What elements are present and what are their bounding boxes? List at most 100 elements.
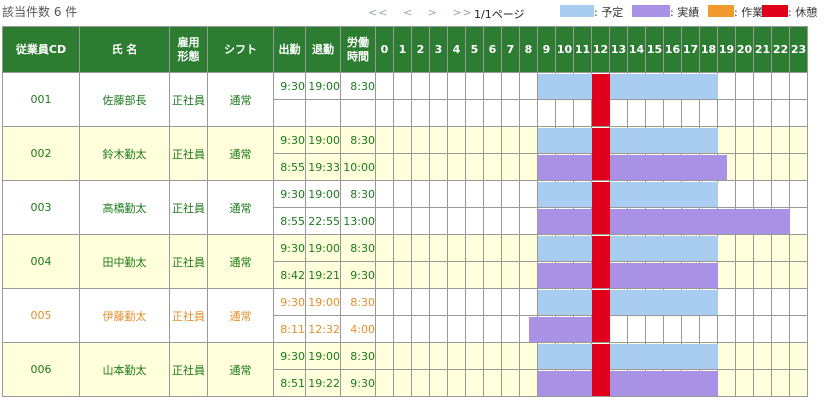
hour-cell <box>735 288 754 316</box>
plan-end-time: 19:00 <box>305 342 341 370</box>
hour-cell <box>375 153 394 181</box>
col-hour-18: 18 <box>699 26 718 73</box>
actual-end-time: 19:33 <box>305 153 341 181</box>
hour-cell <box>447 207 466 235</box>
hour-cell <box>699 315 718 343</box>
hour-cell <box>411 207 430 235</box>
hour-cell <box>447 315 466 343</box>
plan-end-time: 19:00 <box>305 180 341 208</box>
hour-cell <box>735 153 754 181</box>
actual-work-hours: 4:00 <box>340 315 376 343</box>
hour-cell <box>717 342 736 370</box>
hour-cell <box>447 180 466 208</box>
col-hour-6: 6 <box>483 26 502 73</box>
prev-page-link[interactable]: < <box>402 6 414 19</box>
next-page-link[interactable]: > <box>427 6 438 19</box>
hour-cell <box>393 234 412 262</box>
hour-cell <box>393 207 412 235</box>
actual-work-hours: 9:30 <box>340 261 376 289</box>
hour-cell <box>771 315 790 343</box>
hour-cell <box>609 99 628 127</box>
plan-bar <box>537 289 718 315</box>
hour-cell <box>483 369 502 397</box>
actual-work-hours: 13:00 <box>340 207 376 235</box>
hour-cell <box>753 369 772 397</box>
hour-cell <box>429 153 448 181</box>
hour-cell <box>447 342 466 370</box>
hour-cell <box>771 261 790 289</box>
hour-cell <box>771 288 790 316</box>
hour-cell <box>483 180 502 208</box>
hour-cell <box>645 99 664 127</box>
hour-cell <box>789 207 808 235</box>
hour-cell <box>519 288 538 316</box>
hour-cell <box>501 369 520 397</box>
plan-work-hours: 8:30 <box>340 72 376 100</box>
plan-bar <box>537 181 718 207</box>
hour-cell <box>501 72 520 100</box>
break-bar <box>591 289 610 342</box>
hour-cell <box>681 99 700 127</box>
top-bar: 該当件数 6 件 << < > >> 1/1ページ : 予定 : 実績 : 作業… <box>0 0 829 28</box>
col-hour-2: 2 <box>411 26 430 73</box>
hour-cell <box>483 261 502 289</box>
hour-cell <box>735 342 754 370</box>
hour-cell <box>465 180 484 208</box>
actual-start-time: 8:55 <box>273 207 306 235</box>
plan-bar <box>537 235 718 261</box>
actual-work-hours <box>340 99 376 127</box>
hour-cell <box>465 261 484 289</box>
employment-type: 正社員 <box>169 342 208 397</box>
hour-cell <box>447 369 466 397</box>
hour-cell <box>501 180 520 208</box>
plan-work-hours: 8:30 <box>340 126 376 154</box>
shift: 通常 <box>207 234 274 289</box>
plan-work-hours: 8:30 <box>340 234 376 262</box>
hour-cell <box>375 315 394 343</box>
hour-cell <box>699 99 718 127</box>
col-hour-23: 23 <box>789 26 808 73</box>
hour-cell <box>771 99 790 127</box>
col-hour-21: 21 <box>753 26 772 73</box>
actual-bar <box>537 154 727 180</box>
hour-cell <box>375 99 394 127</box>
plan-work-hours: 8:30 <box>340 342 376 370</box>
hour-cell <box>771 72 790 100</box>
first-page-link[interactable]: << <box>368 6 389 19</box>
plan-bar <box>537 127 718 153</box>
col-employment-type: 雇用 形態 <box>169 26 208 73</box>
hour-cell <box>393 180 412 208</box>
hour-cell <box>717 99 736 127</box>
plan-end-time: 19:00 <box>305 126 341 154</box>
break-bar <box>591 181 610 234</box>
last-page-link[interactable]: >> <box>452 6 473 19</box>
hour-cell <box>483 234 502 262</box>
shift: 通常 <box>207 126 274 181</box>
hour-cell <box>375 261 394 289</box>
actual-work-hours: 10:00 <box>340 153 376 181</box>
legend-actual-swatch <box>632 5 670 17</box>
plan-work-hours: 8:30 <box>340 180 376 208</box>
employee-cd: 004 <box>2 234 80 289</box>
plan-start-time: 9:30 <box>273 180 306 208</box>
hour-cell <box>789 369 808 397</box>
hour-cell <box>735 180 754 208</box>
col-hour-22: 22 <box>771 26 790 73</box>
hour-cell <box>375 234 394 262</box>
hour-cell <box>375 126 394 154</box>
actual-end-time: 19:22 <box>305 369 341 397</box>
hour-cell <box>789 153 808 181</box>
col-hour-4: 4 <box>447 26 466 73</box>
col-hour-1: 1 <box>393 26 412 73</box>
break-bar <box>591 343 610 396</box>
hour-cell <box>483 207 502 235</box>
col-hour-11: 11 <box>573 26 592 73</box>
shift: 通常 <box>207 342 274 397</box>
hour-cell <box>771 234 790 262</box>
hour-cell <box>717 288 736 316</box>
col-start: 出勤 <box>273 26 306 73</box>
hour-cell <box>717 180 736 208</box>
hour-cell <box>753 180 772 208</box>
hour-cell <box>411 342 430 370</box>
actual-bar <box>528 316 601 342</box>
